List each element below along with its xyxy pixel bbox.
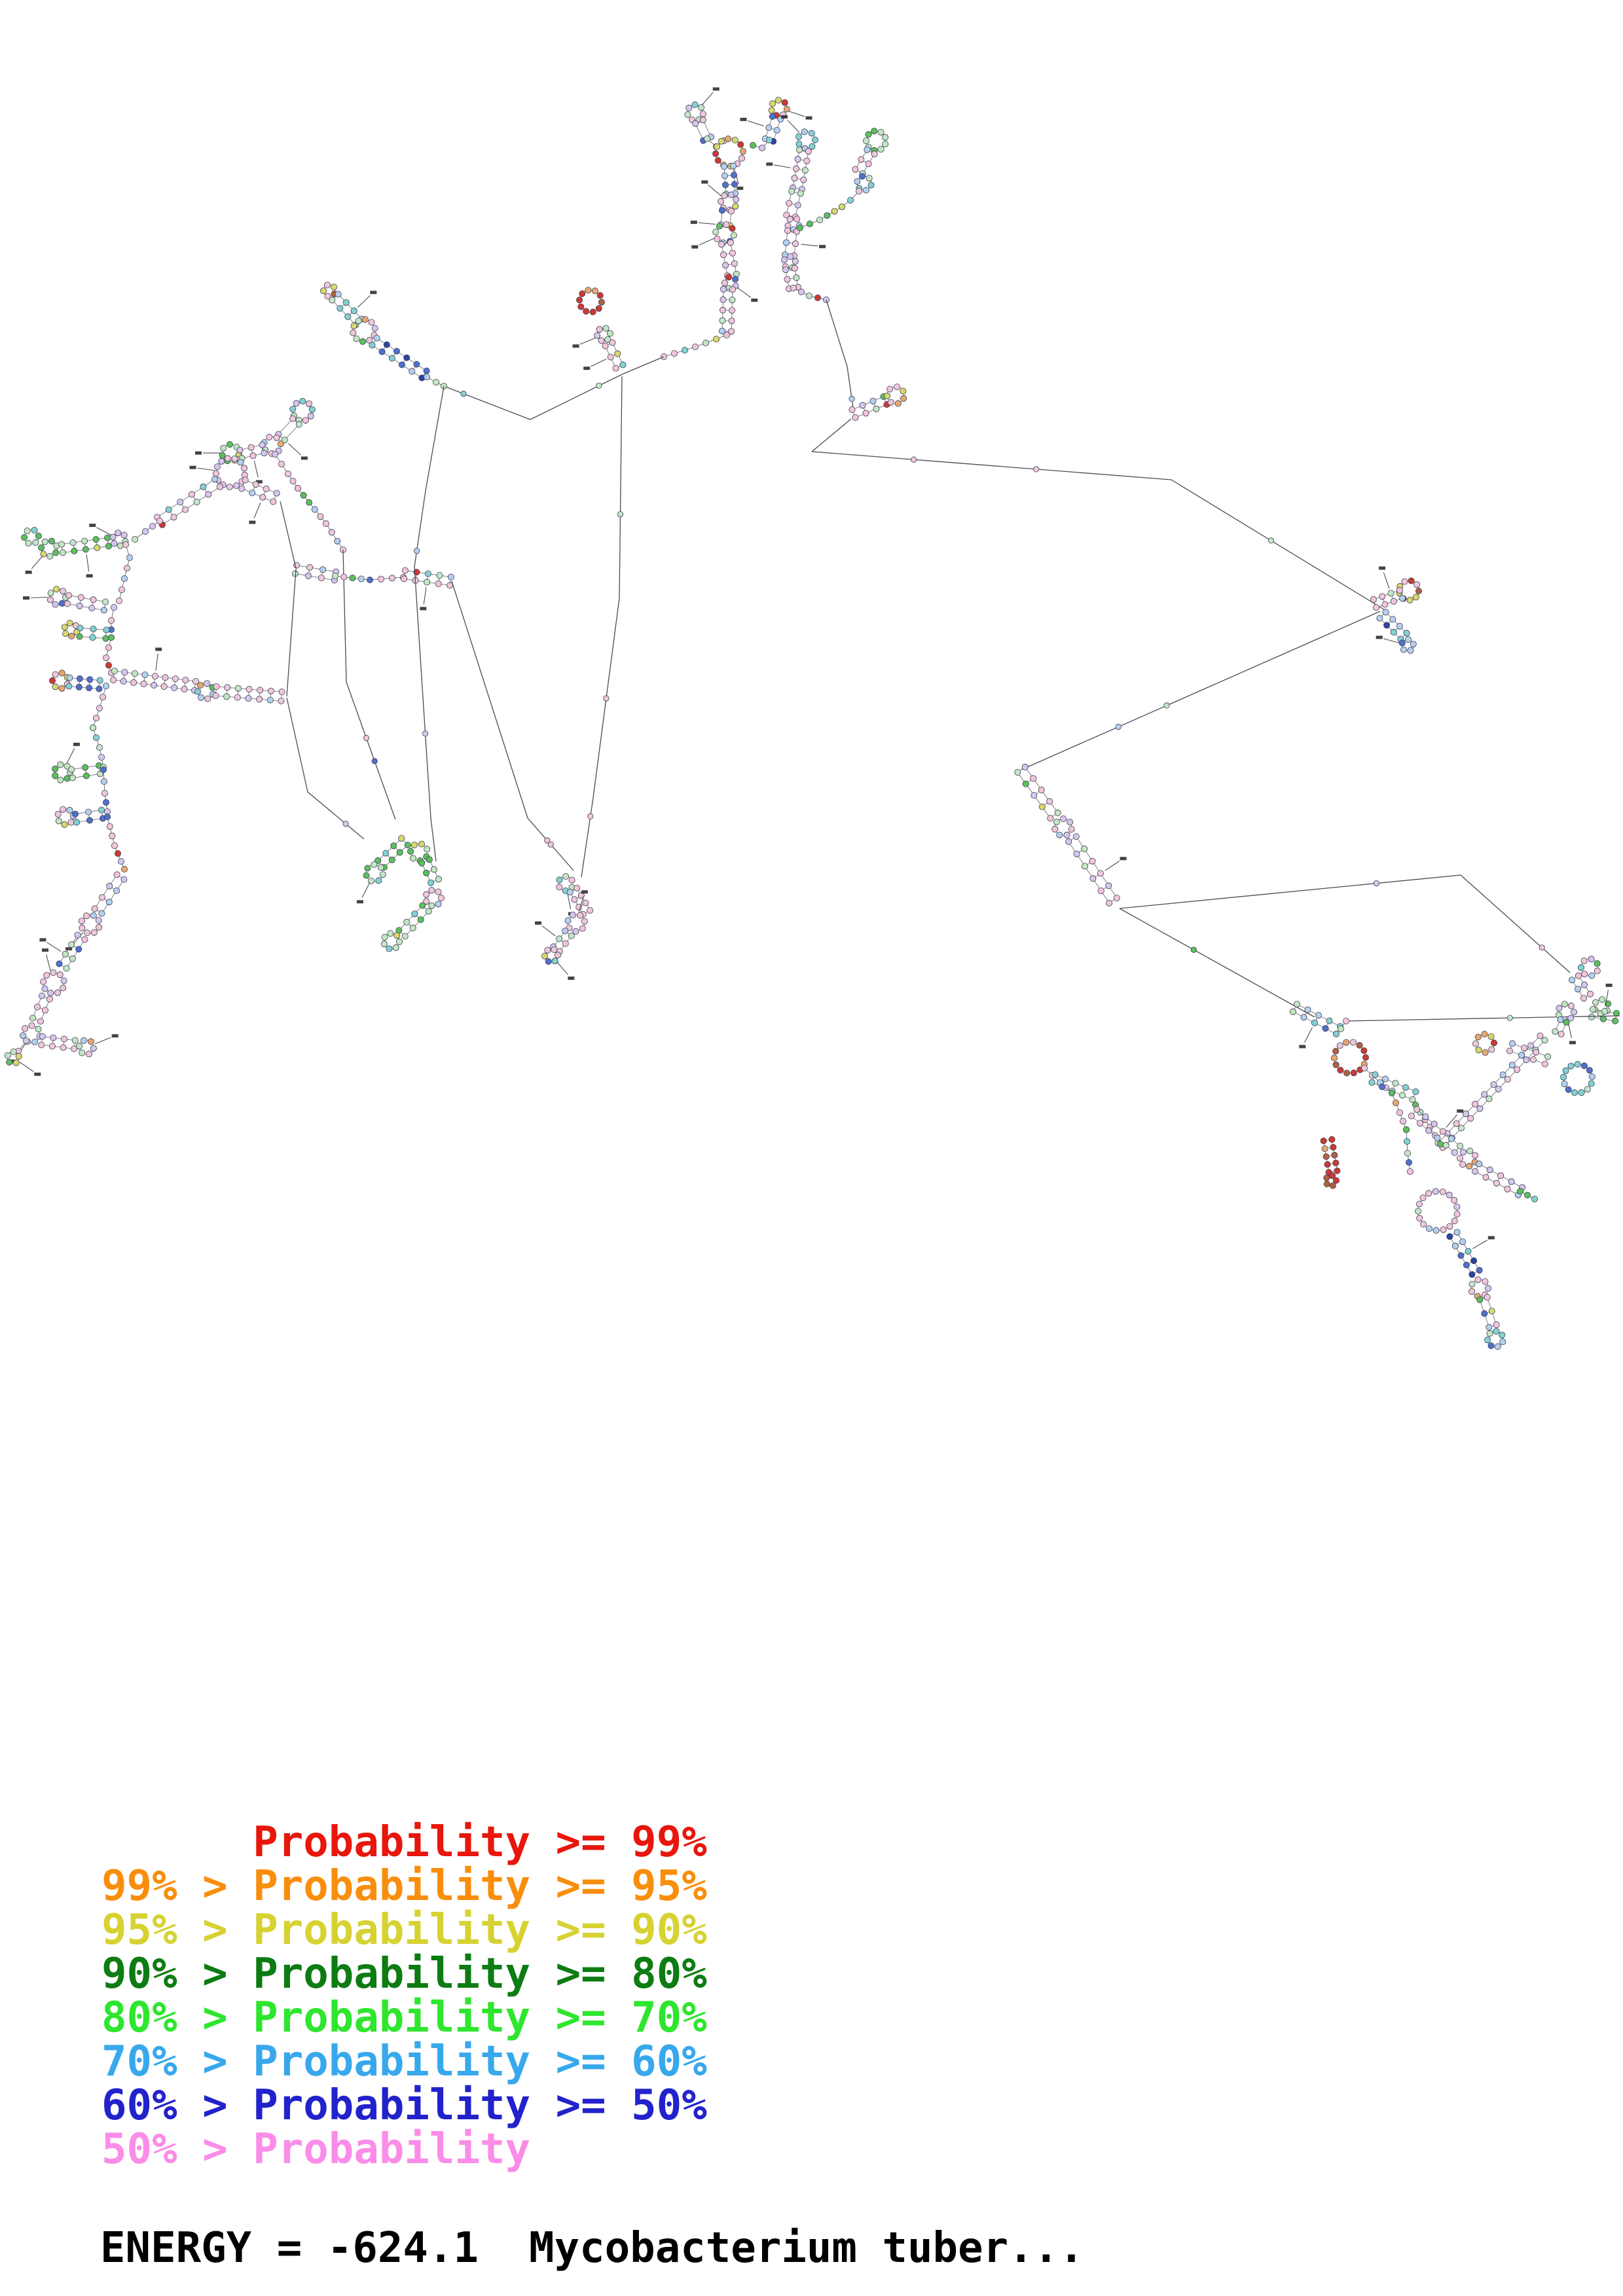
legend-row: 50% > Probability	[101, 2125, 531, 2174]
legend-row: 70% > Probability >= 60%	[101, 2037, 707, 2086]
probability-legend: Probability >= 99% 99% > Probability >= 9…	[101, 1821, 707, 2172]
legend-row: 60% > Probability >= 50%	[101, 2081, 707, 2130]
legend-row: 99% > Probability >= 95%	[101, 1862, 707, 1910]
legend-row: 95% > Probability >= 90%	[101, 1906, 707, 1954]
energy-annotation: ENERGY = -624.1 Mycobacterium tuber...	[100, 2224, 1084, 2272]
legend-row: 90% > Probability >= 80%	[101, 1950, 707, 1998]
legend-row: 80% > Probability >= 70%	[101, 1994, 707, 2042]
legend-row: Probability >= 99%	[101, 1818, 707, 1867]
